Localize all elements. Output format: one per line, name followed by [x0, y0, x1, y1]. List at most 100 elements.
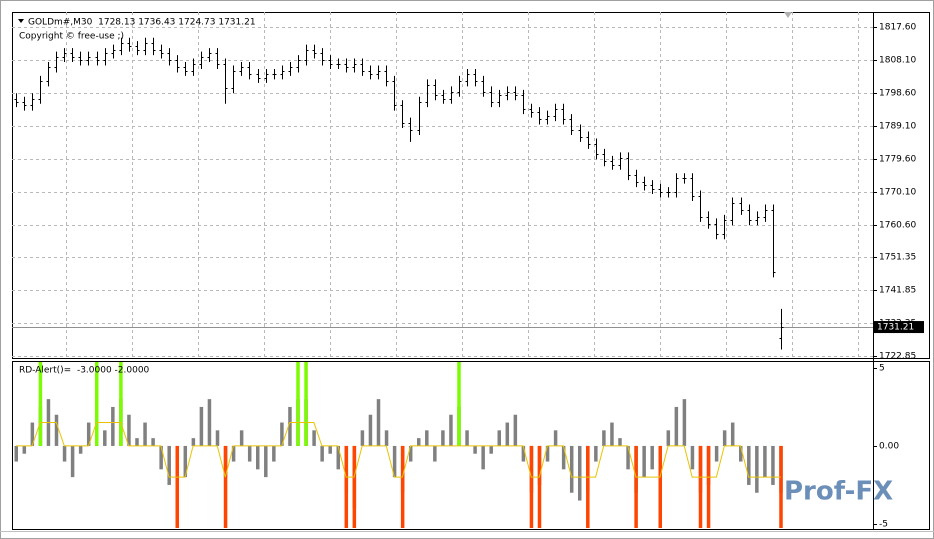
- y-tick-label: 1770.10: [879, 187, 916, 197]
- histogram-bar: [658, 445, 662, 528]
- histogram-bar: [215, 430, 220, 446]
- histogram-bar: [336, 445, 340, 470]
- histogram-bar: [497, 430, 501, 446]
- histogram-bar: [272, 445, 276, 462]
- histogram-bar: [545, 445, 550, 462]
- y-tick-label: 1789.10: [879, 121, 916, 131]
- histogram-bar: [38, 362, 43, 446]
- histogram-bar: [392, 445, 397, 478]
- histogram-bar: [626, 445, 630, 470]
- histogram-bar: [569, 445, 574, 493]
- histogram-bar: [239, 430, 244, 446]
- histogram-bar: [22, 445, 27, 454]
- histogram-bar: [54, 414, 59, 446]
- histogram-bar: [135, 438, 139, 446]
- histogram-bar: [119, 362, 123, 446]
- histogram-bar: [722, 430, 727, 446]
- histogram-bar: [296, 362, 300, 446]
- y-tick-label: 1808.10: [879, 55, 916, 65]
- histogram-bar: [674, 406, 679, 446]
- histogram-bar: [143, 422, 147, 446]
- indicator-plot: [14, 362, 783, 528]
- histogram-bar: [175, 445, 179, 528]
- axes: 1817.60 1808.10 1798.60 1789.10 1779.60 1770.…: [873, 22, 924, 529]
- histogram-bar: [489, 445, 493, 454]
- histogram-bar: [288, 406, 292, 446]
- histogram-bar: [30, 422, 35, 446]
- histogram-bar: [70, 445, 75, 478]
- y-tick-label: 0.00: [879, 441, 899, 451]
- histogram-bar: [62, 445, 67, 462]
- histogram-bar: [167, 445, 171, 485]
- indicator-title: RD-Alert()= -3.0000 -2.0000: [19, 366, 150, 376]
- histogram-bar: [86, 422, 91, 446]
- histogram-bar: [739, 445, 743, 462]
- histogram-bar: [223, 445, 228, 528]
- histogram-bar: [537, 445, 542, 528]
- y-tick-label: 1751.35: [879, 253, 916, 263]
- histogram-bar: [247, 445, 252, 462]
- histogram-bar: [191, 438, 196, 446]
- histogram-bar: [747, 445, 751, 485]
- histogram-bar: [690, 445, 695, 470]
- histogram-bar: [304, 362, 308, 446]
- histogram-bar: [408, 445, 413, 462]
- histogram-bar: [634, 445, 638, 528]
- histogram-bar: [730, 422, 735, 446]
- histogram-bar: [706, 445, 711, 528]
- histogram-bar: [513, 414, 518, 446]
- y-tick-label: 5: [879, 363, 885, 373]
- indicator-panel-frame: [12, 361, 930, 530]
- histogram-bar: [417, 438, 421, 446]
- last-price-box: [874, 321, 924, 334]
- histogram-bar: [352, 445, 357, 528]
- histogram-bar: [231, 445, 236, 462]
- copyright: Copyright © free-use ;): [19, 32, 124, 42]
- histogram-bar: [529, 445, 534, 528]
- shift-marker: [784, 12, 792, 18]
- histogram-bar: [763, 445, 767, 478]
- histogram-bar: [264, 445, 268, 478]
- histogram-bar: [433, 445, 437, 462]
- histogram-bar: [618, 438, 622, 446]
- histogram-bar: [360, 430, 365, 446]
- histogram-bar: [280, 422, 284, 446]
- histogram-bar: [400, 445, 405, 528]
- histogram-bar: [642, 445, 646, 478]
- histogram-bar: [441, 430, 445, 446]
- histogram-bar: [682, 399, 687, 446]
- histogram-bar: [561, 445, 566, 470]
- histogram-bar: [14, 445, 18, 462]
- histogram-bar: [521, 445, 526, 462]
- y-tick-label: 1779.60: [879, 154, 916, 164]
- histogram-bar: [368, 414, 373, 446]
- histogram-bar: [505, 422, 510, 446]
- dropdown-arrow[interactable]: [18, 19, 24, 23]
- histogram-bar: [698, 445, 703, 528]
- histogram-bar: [610, 422, 614, 446]
- histogram-bar: [755, 445, 759, 493]
- main-plot: [12, 12, 873, 358]
- histogram-bar: [328, 445, 332, 454]
- histogram-bar: [159, 445, 163, 470]
- histogram-bar: [78, 445, 83, 454]
- histogram-bar: [344, 445, 349, 528]
- histogram-bar: [586, 445, 590, 528]
- histogram-bar: [103, 430, 107, 446]
- histogram-bar: [183, 445, 188, 478]
- histogram-bar: [320, 445, 324, 462]
- y-tick-label: 1798.60: [879, 88, 916, 98]
- histogram-bar: [199, 406, 204, 446]
- histogram-bar: [666, 430, 671, 446]
- chart-title: GOLDm#,M30 1728.13 1736.43 1724.73 1731.…: [28, 18, 256, 28]
- histogram-bar: [312, 430, 316, 446]
- histogram-bar: [384, 430, 389, 446]
- histogram-bar: [256, 445, 260, 470]
- y-tick-label: 1817.60: [879, 22, 916, 32]
- histogram-bar: [207, 399, 212, 446]
- histogram-bar: [481, 445, 485, 470]
- histogram-bar: [650, 445, 654, 470]
- histogram-bar: [714, 445, 719, 462]
- histogram-bar: [779, 445, 783, 528]
